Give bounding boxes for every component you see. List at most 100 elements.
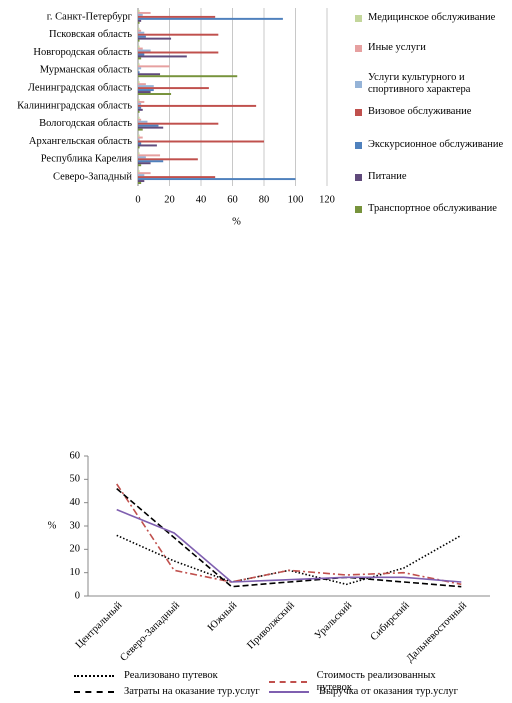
bar — [138, 104, 257, 107]
bar — [138, 170, 140, 173]
x-tick-label: 20 — [164, 194, 175, 205]
bar — [138, 128, 143, 131]
bar — [138, 116, 140, 119]
bar — [138, 162, 151, 165]
legend-swatch — [355, 108, 362, 116]
y-tick-label: 0 — [75, 590, 80, 601]
bar — [138, 134, 140, 137]
bar — [138, 49, 151, 52]
legend-item: Стоимость реализованных путевок — [269, 670, 464, 694]
bar — [138, 122, 219, 125]
y-tick-label: 60 — [70, 450, 81, 461]
x-axis-label: % — [232, 216, 241, 227]
bar — [138, 152, 140, 155]
bar — [138, 100, 145, 103]
y-axis-label: % — [48, 520, 57, 531]
bar — [138, 89, 154, 92]
legend-item: Услуги культурного и спортивного характе… — [355, 72, 505, 96]
legend-label: Иные услуги — [368, 42, 426, 53]
x-tick-label: Сибирский — [369, 600, 412, 643]
bar — [138, 176, 216, 179]
legend-item: Затраты на оказание тур.услуг — [74, 686, 269, 698]
bar — [138, 99, 140, 101]
bar — [138, 156, 146, 159]
bar — [138, 31, 145, 34]
bar — [138, 118, 142, 121]
bar — [138, 93, 172, 95]
legend-swatch — [74, 691, 114, 693]
bar — [138, 136, 143, 139]
legend-label: Услуги культурного и спортивного характе… — [368, 72, 471, 95]
x-tick-label: 0 — [135, 194, 140, 205]
legend-swatch — [355, 80, 362, 88]
x-tick-label: Приволжский — [245, 600, 297, 652]
x-tick-label: 60 — [227, 194, 238, 205]
legend-item: Иные услуги — [355, 42, 505, 54]
x-tick-label: 40 — [196, 194, 207, 205]
bar — [138, 10, 140, 12]
legend-swatch — [355, 141, 362, 149]
bar — [138, 108, 143, 111]
legend-swatch — [355, 44, 362, 52]
x-tick-label: 120 — [319, 194, 335, 205]
bar — [138, 81, 140, 84]
line — [116, 488, 462, 588]
bar — [138, 37, 172, 40]
bar — [138, 63, 140, 66]
bar — [138, 45, 140, 48]
line — [116, 508, 462, 583]
bar — [138, 102, 142, 105]
y-tick-label: Мурманская область — [40, 65, 132, 76]
bar — [138, 87, 209, 90]
bar — [138, 73, 161, 76]
bar — [138, 55, 187, 58]
legend-label: Стоимость реализованных путевок — [316, 670, 436, 693]
legend-swatch — [74, 675, 114, 677]
bar — [138, 120, 148, 123]
y-tick-label: 40 — [70, 497, 81, 508]
y-tick-label: Новгородская область — [33, 47, 132, 58]
legend-item: Транспортное обслуживание — [355, 203, 505, 215]
bar — [138, 57, 142, 60]
x-tick-label: Северо-Западный — [118, 600, 182, 664]
legend-label: Реализовано путевок — [124, 670, 218, 681]
legend-swatch — [355, 173, 362, 181]
bar — [138, 106, 142, 109]
x-tick-label: Дальневосточный — [405, 600, 470, 665]
bar — [138, 19, 142, 22]
legend-label: Визовое обслуживание — [368, 106, 472, 117]
bar — [138, 51, 219, 54]
legend-item: Выручка от оказания тур.услуг — [269, 686, 464, 698]
bar — [138, 39, 140, 42]
legend-item: Питание — [355, 171, 505, 183]
legend-swatch — [269, 681, 307, 683]
y-tick-label: Архангельская область — [29, 136, 132, 147]
bar — [138, 126, 164, 129]
legend-swatch — [355, 14, 362, 22]
bar — [138, 67, 142, 70]
legend-item: Медицинское обслуживание — [355, 12, 505, 24]
bar — [138, 180, 145, 183]
bar — [138, 53, 145, 56]
bar — [138, 178, 296, 181]
legend-swatch — [355, 205, 362, 213]
x-tick-label: Южный — [206, 600, 240, 634]
legend-swatch — [269, 691, 309, 693]
bar — [138, 154, 161, 157]
y-tick-label: Северо-Западный — [53, 172, 132, 183]
legend-item: Реализовано путевок — [74, 670, 269, 682]
legend-label: Питание — [368, 171, 407, 182]
bar — [138, 65, 170, 68]
bar — [138, 146, 140, 149]
bar — [138, 140, 264, 143]
bar — [138, 17, 283, 20]
line — [116, 483, 462, 586]
y-tick-label: 30 — [70, 520, 81, 531]
bar — [138, 160, 164, 163]
bar — [138, 174, 145, 177]
x-tick-label: Уральский — [313, 600, 355, 642]
bar — [138, 124, 159, 127]
bar — [138, 21, 140, 24]
